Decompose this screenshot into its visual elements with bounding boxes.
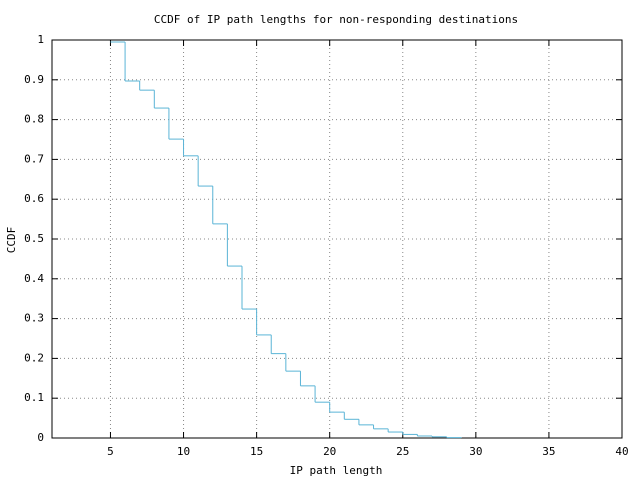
- x-tick-label: 35: [542, 445, 555, 458]
- x-tick-label: 40: [615, 445, 628, 458]
- y-axis-label: CCDF: [5, 227, 18, 254]
- x-tick-label: 25: [396, 445, 409, 458]
- y-tick-label: 0.3: [24, 312, 44, 325]
- y-tick-label: 0.2: [24, 351, 44, 364]
- x-tick-label: 30: [469, 445, 482, 458]
- y-tick-label: 0.7: [24, 152, 44, 165]
- y-tick-label: 0.6: [24, 192, 44, 205]
- y-tick-label: 0.8: [24, 113, 44, 126]
- x-axis-label: IP path length: [290, 464, 383, 477]
- y-tick-label: 0: [37, 431, 44, 444]
- x-tick-label: 10: [177, 445, 190, 458]
- chart-title: CCDF of IP path lengths for non-respondi…: [154, 13, 518, 26]
- y-tick-label: 0.5: [24, 232, 44, 245]
- y-tick-label: 0.4: [24, 272, 44, 285]
- x-tick-label: 5: [107, 445, 114, 458]
- plot-frame: [51, 39, 623, 439]
- y-tick-label: 0.1: [24, 391, 44, 404]
- x-tick-label: 20: [323, 445, 336, 458]
- x-tick-label: 15: [250, 445, 263, 458]
- y-tick-label: 0.9: [24, 73, 44, 86]
- y-tick-label: 1: [37, 33, 44, 46]
